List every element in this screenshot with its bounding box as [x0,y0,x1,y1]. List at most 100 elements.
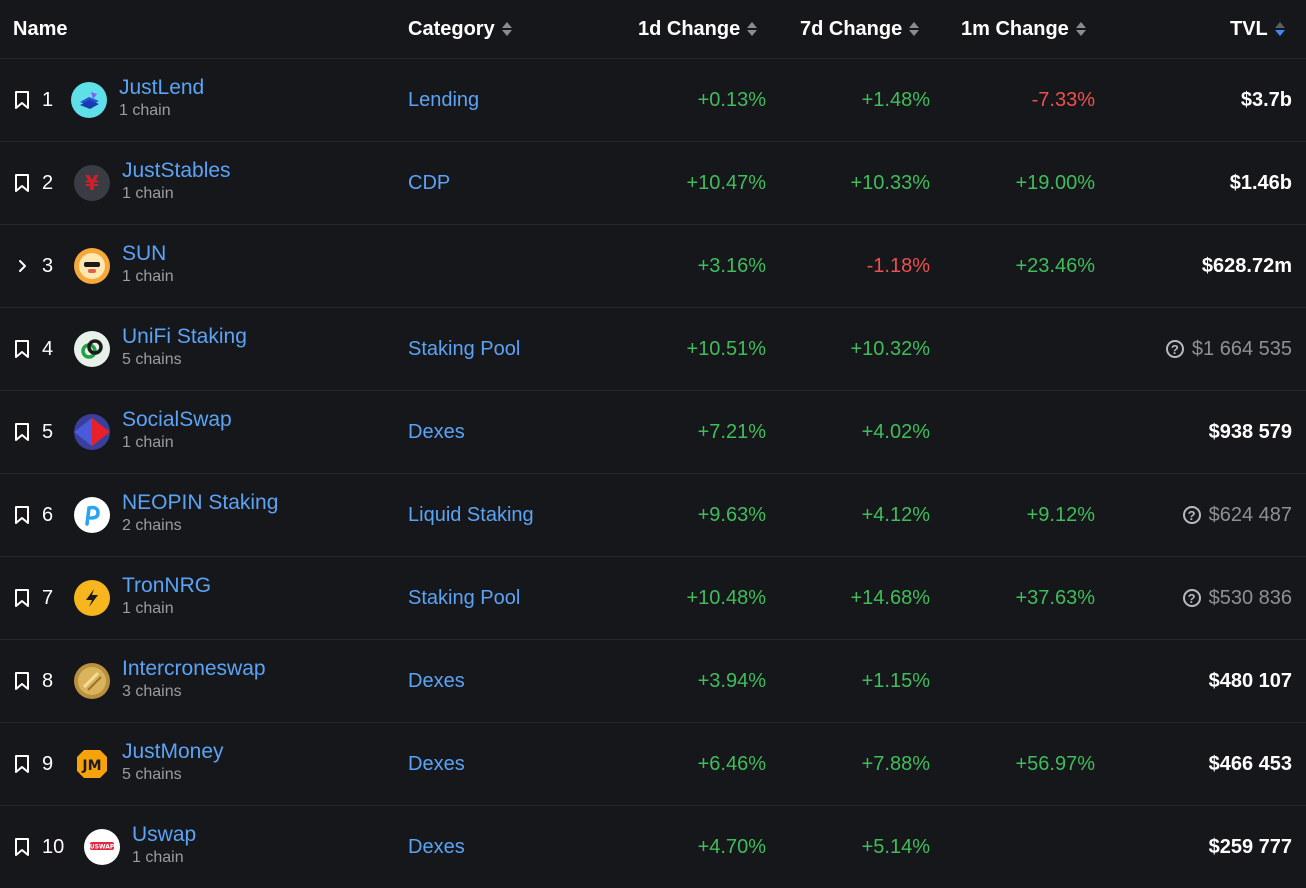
tvl-cell: ? $1 664 535 [1100,308,1292,390]
neopin-logo-icon [74,497,110,533]
change-1m: +23.46% [1015,254,1095,277]
change-7d: +14.68% [850,586,930,609]
table-row[interactable]: 10 USWAP Uswap 1 chain Dexes +4.70% +5.14% $259… [0,806,1306,888]
header-1m-change-label: 1m Change [961,17,1069,40]
category-link[interactable]: Dexes [408,669,465,692]
table-row[interactable]: 5 SocialSwap 1 chain Dexes +7.21% +4.02% $938 … [0,391,1306,474]
change-1m: +37.63% [1015,586,1095,609]
table-row[interactable]: 1 JustLend 1 chain Lending +0.13% +1.48% -7.33… [0,59,1306,142]
help-circle-icon[interactable]: ? [1165,340,1184,358]
tvl-cell: ? $624 487 [1100,474,1292,556]
table-row[interactable]: 2 ¥ JustStables 1 chain CDP +10.47% +10.33% +19… [0,142,1306,225]
header-name-label: Name [13,17,68,40]
change-7d: +1.15% [861,669,930,692]
tvl-cell: $628.72m [1100,225,1292,307]
change-1d: +0.13% [697,88,766,111]
change-7d: +10.33% [850,171,930,194]
category-link[interactable]: CDP [408,171,451,194]
table-row[interactable]: 7 TronNRG 1 chain Staking Pool +10.48% +14.68… [0,557,1306,640]
juststables-logo-icon: ¥ [74,165,110,201]
protocol-name-link[interactable]: JustLend [119,76,205,99]
change-1m [935,640,1095,722]
table-row[interactable]: 6 NEOPIN Staking 2 chains Liquid Staking +9.… [0,474,1306,557]
header-tvl[interactable]: TVL [1230,0,1285,58]
protocol-name-link[interactable]: NEOPIN Staking [122,491,279,514]
sort-desc-icon [1274,22,1285,36]
tvl-value: $466 453 [1208,752,1292,775]
justlend-logo-icon [71,82,107,118]
change-1m: +19.00% [1015,171,1095,194]
category-link[interactable]: Liquid Staking [408,503,534,526]
protocol-name-link[interactable]: JustStables [122,159,231,182]
tvl-value: $259 777 [1208,835,1292,858]
category-link[interactable]: Dexes [408,752,465,775]
table-row[interactable]: 8 Intercroneswap 3 chains Dexes +3.94% +1.15%… [0,640,1306,723]
bookmark-icon[interactable] [12,806,32,888]
help-circle-icon[interactable]: ? [1182,506,1201,524]
category-link[interactable]: Dexes [408,835,465,858]
header-7d-change-label: 7d Change [800,17,903,40]
category-link[interactable]: Staking Pool [408,586,521,609]
change-1d: +10.47% [686,171,766,194]
protocol-name-link[interactable]: SUN [122,242,167,265]
tvl-cell: $480 107 [1100,640,1292,722]
expand-chevron-icon[interactable] [12,225,32,307]
protocol-name-link[interactable]: SocialSwap [122,408,232,431]
tvl-value: $938 579 [1208,420,1292,443]
tvl-value: $1 664 535 [1191,337,1292,360]
change-1d: +10.51% [686,337,766,360]
change-1d: +9.63% [697,503,766,526]
sun-logo-icon [74,248,110,284]
chain-count: 1 chain [122,268,174,285]
bookmark-icon[interactable] [12,308,32,390]
protocol-name-link[interactable]: UniFi Staking [122,325,247,348]
bookmark-icon[interactable] [12,474,32,556]
row-rank: 2 [42,171,54,194]
protocol-name-link[interactable]: JustMoney [122,740,224,763]
chain-count: 1 chain [119,102,171,119]
row-rank: 9 [42,752,54,775]
row-rank: 7 [42,586,54,609]
bookmark-icon[interactable] [12,723,32,805]
tvl-value: $480 107 [1208,669,1292,692]
change-7d: +5.14% [861,835,930,858]
tvl-value: $1.46b [1229,171,1292,194]
tronnrg-logo-icon [74,580,110,616]
table-row[interactable]: 4 UniFi Staking 5 chains Staking Pool +10.51… [0,308,1306,391]
category-link[interactable]: Dexes [408,420,465,443]
row-rank: 10 [42,835,65,858]
header-name[interactable]: Name [13,0,67,58]
uswap-logo-icon: USWAP [84,829,120,865]
socialswap-logo-icon [74,414,110,450]
help-circle-icon[interactable]: ? [1182,589,1201,607]
intercroneswap-logo-icon [74,663,110,699]
protocol-name-link[interactable]: TronNRG [122,574,212,597]
bookmark-icon[interactable] [12,640,32,722]
category-link[interactable]: Staking Pool [408,337,521,360]
category-link[interactable]: Lending [408,88,480,111]
unifi-logo-icon [74,331,110,367]
bookmark-icon[interactable] [12,142,32,224]
header-category-label: Category [408,17,495,40]
bookmark-icon[interactable] [12,59,32,141]
header-1m-change[interactable]: 1m Change [961,0,1086,58]
chain-count: 1 chain [122,185,174,202]
change-1m [935,391,1095,473]
table-row[interactable]: 3 SUN 1 chain +3.16% -1.18% +23.46% $628.72m [0,225,1306,308]
bookmark-icon[interactable] [12,391,32,473]
tvl-cell: $1.46b [1100,142,1292,224]
protocol-name-link[interactable]: Intercroneswap [122,657,266,680]
sort-icon [1075,22,1086,36]
change-7d: -1.18% [866,254,930,277]
protocol-name-link[interactable]: Uswap [132,823,197,846]
table-row[interactable]: 9 JM JustMoney 5 chains Dexes +6.46% +7.88% +56… [0,723,1306,806]
header-category[interactable]: Category [408,0,512,58]
header-1d-change[interactable]: 1d Change [638,0,758,58]
header-7d-change[interactable]: 7d Change [800,0,920,58]
change-1m [935,308,1095,390]
svg-text:USWAP: USWAP [90,844,115,851]
chain-count: 5 chains [122,766,182,783]
bookmark-icon[interactable] [12,557,32,639]
change-1m: -7.33% [1031,88,1095,111]
